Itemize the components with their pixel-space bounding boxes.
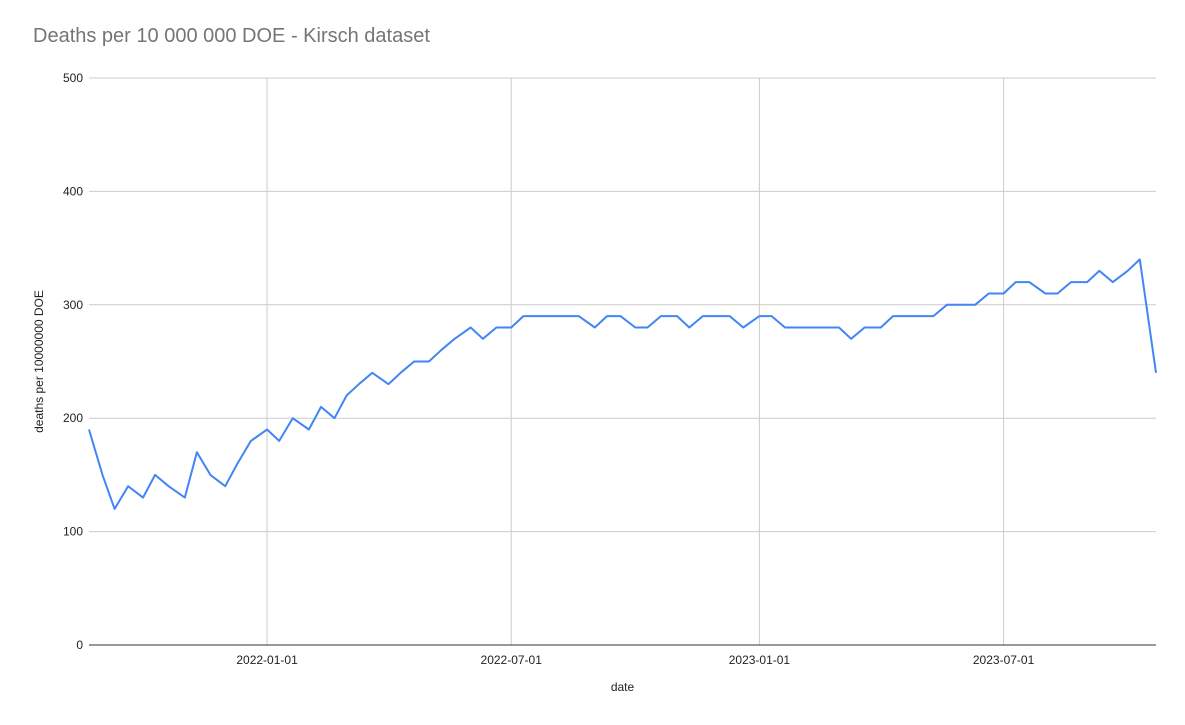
x-tick-label-3: 2023-07-01 [973,653,1035,667]
x-tick-label-1: 2022-07-01 [481,653,543,667]
y-tick-label-1: 100 [63,525,83,539]
x-tick-labels: 2022-01-01 2022-07-01 2023-01-01 2023-07-01 [236,653,1034,667]
y-tick-label-5: 500 [63,71,83,85]
series-layer [88,258,1157,510]
y-tick-label-0: 0 [76,638,83,652]
y-tick-labels: 0 100 200 300 400 500 [63,71,83,652]
chart-title: Deaths per 10 000 000 DOE - Kirsch datas… [33,25,430,47]
series-line-0 [88,258,1157,510]
x-tick-label-2: 2023-01-01 [729,653,791,667]
y-tick-label-4: 400 [63,184,83,198]
x-tick-label-0: 2022-01-01 [236,653,298,667]
y-axis-title: deaths per 10000000 DOE [32,290,46,433]
y-tick-label-3: 300 [63,298,83,312]
x-axis-title: date [611,680,635,694]
y-tick-label-2: 200 [63,411,83,425]
gridlines [89,77,1156,645]
